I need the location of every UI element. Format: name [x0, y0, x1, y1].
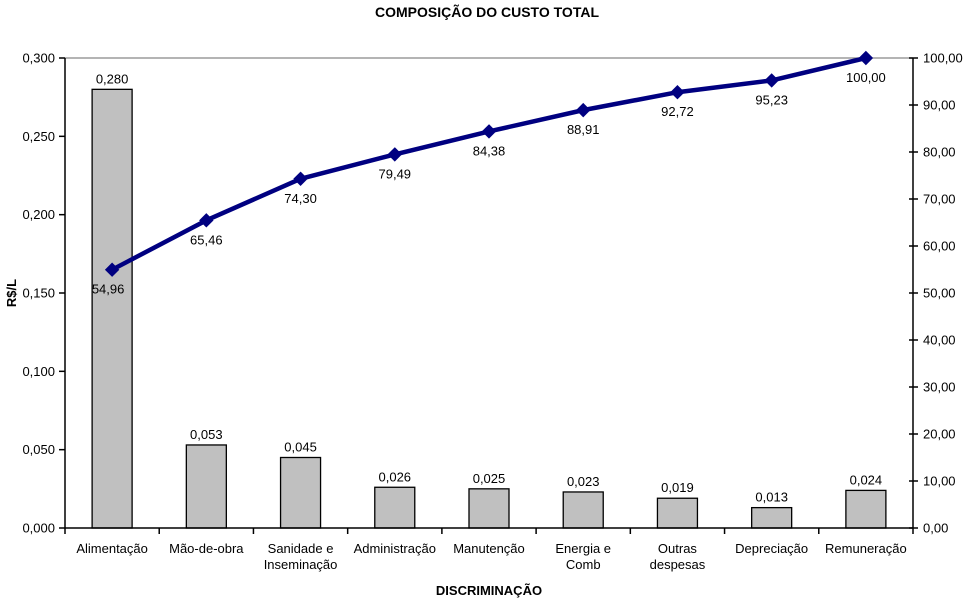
diamond-marker-6 [670, 85, 685, 100]
line-value-label-1: 65,46 [190, 232, 223, 247]
cumulative-line [111, 55, 867, 272]
diamond-marker-1 [199, 213, 214, 228]
bar-8 [845, 489, 887, 529]
bar-value-label-3: 0,026 [379, 469, 412, 484]
right-tick-label-4: 40,00 [923, 333, 956, 348]
bar-4 [468, 488, 510, 529]
line-value-label-8: 100,00 [846, 70, 886, 85]
diamond-marker-2 [293, 171, 308, 186]
left-tick-label-4: 0,200 [22, 207, 55, 222]
right-tick-label-7: 70,00 [923, 192, 956, 207]
right-tick-label-6: 60,00 [923, 239, 956, 254]
right-tick-label-10: 100,00 [923, 51, 963, 66]
line-value-label-2: 74,30 [284, 191, 317, 206]
diamond-marker-8 [858, 50, 874, 66]
line-value-label-0: 54,96 [92, 282, 125, 297]
left-tick-label-0: 0,000 [22, 521, 55, 536]
bar-0 [91, 88, 133, 529]
line-value-label-6: 92,72 [661, 104, 694, 119]
category-label-0: Alimentação [76, 541, 148, 556]
bar-value-label-2: 0,045 [284, 440, 317, 455]
bar-7 [751, 506, 793, 529]
bar-value-label-6: 0,019 [661, 480, 694, 495]
right-tick-label-5: 50,00 [923, 286, 956, 301]
category-label-4: Manutenção [453, 541, 525, 556]
right-tick-label-0: 0,00 [923, 521, 948, 536]
left-tick-label-2: 0,100 [22, 364, 55, 379]
left-tick-label-5: 0,250 [22, 129, 55, 144]
bar-5 [562, 491, 604, 529]
category-label-5: Energia e Comb [555, 541, 611, 572]
diamond-marker-5 [576, 102, 591, 118]
category-label-7: Depreciação [735, 541, 808, 556]
category-label-8: Remuneração [825, 541, 907, 556]
bar-3 [374, 486, 416, 529]
category-label-1: Mão-de-obra [169, 541, 244, 556]
left-tick-label-3: 0,150 [22, 286, 55, 301]
bar-1 [185, 444, 227, 529]
diamond-marker-0 [104, 262, 120, 277]
right-tick-label-8: 80,00 [923, 145, 956, 160]
category-label-2: Sanidade e Inseminação [264, 541, 338, 572]
bar-value-label-1: 0,053 [190, 427, 223, 442]
line-value-label-5: 88,91 [567, 122, 600, 137]
category-label-6: Outras despesas [650, 541, 706, 572]
bar-value-label-5: 0,023 [567, 474, 600, 489]
line-value-label-3: 79,49 [379, 166, 412, 181]
bar-value-label-4: 0,025 [473, 471, 506, 486]
diamond-marker-4 [481, 124, 497, 139]
left-tick-label-6: 0,300 [22, 51, 55, 66]
line-value-label-4: 84,38 [473, 143, 506, 158]
bar-value-label-7: 0,013 [755, 490, 788, 505]
bar-value-label-0: 0,280 [96, 71, 129, 86]
right-tick-label-3: 30,00 [923, 380, 956, 395]
diamond-marker-7 [764, 73, 779, 88]
right-tick-label-9: 90,00 [923, 98, 956, 113]
bar-value-label-8: 0,024 [850, 472, 883, 487]
right-tick-label-1: 10,00 [923, 474, 956, 489]
bar-2 [279, 456, 322, 529]
plot-area: 0,000 0,050 0,100 0,150 0,200 0,250 0,300 0,00 1… [22, 51, 962, 573]
line-value-label-7: 95,23 [755, 92, 788, 107]
y-axis-title: R$/L [4, 279, 19, 307]
diamond-marker-3 [387, 147, 402, 162]
category-label-3: Administração [354, 541, 436, 556]
chart-title: COMPOSIÇÃO DO CUSTO TOTAL [375, 3, 599, 20]
right-tick-label-2: 20,00 [923, 427, 956, 442]
left-tick-label-1: 0,050 [22, 442, 55, 457]
bar-6 [656, 497, 699, 529]
x-axis-title: DISCRIMINAÇÃO [436, 583, 542, 598]
